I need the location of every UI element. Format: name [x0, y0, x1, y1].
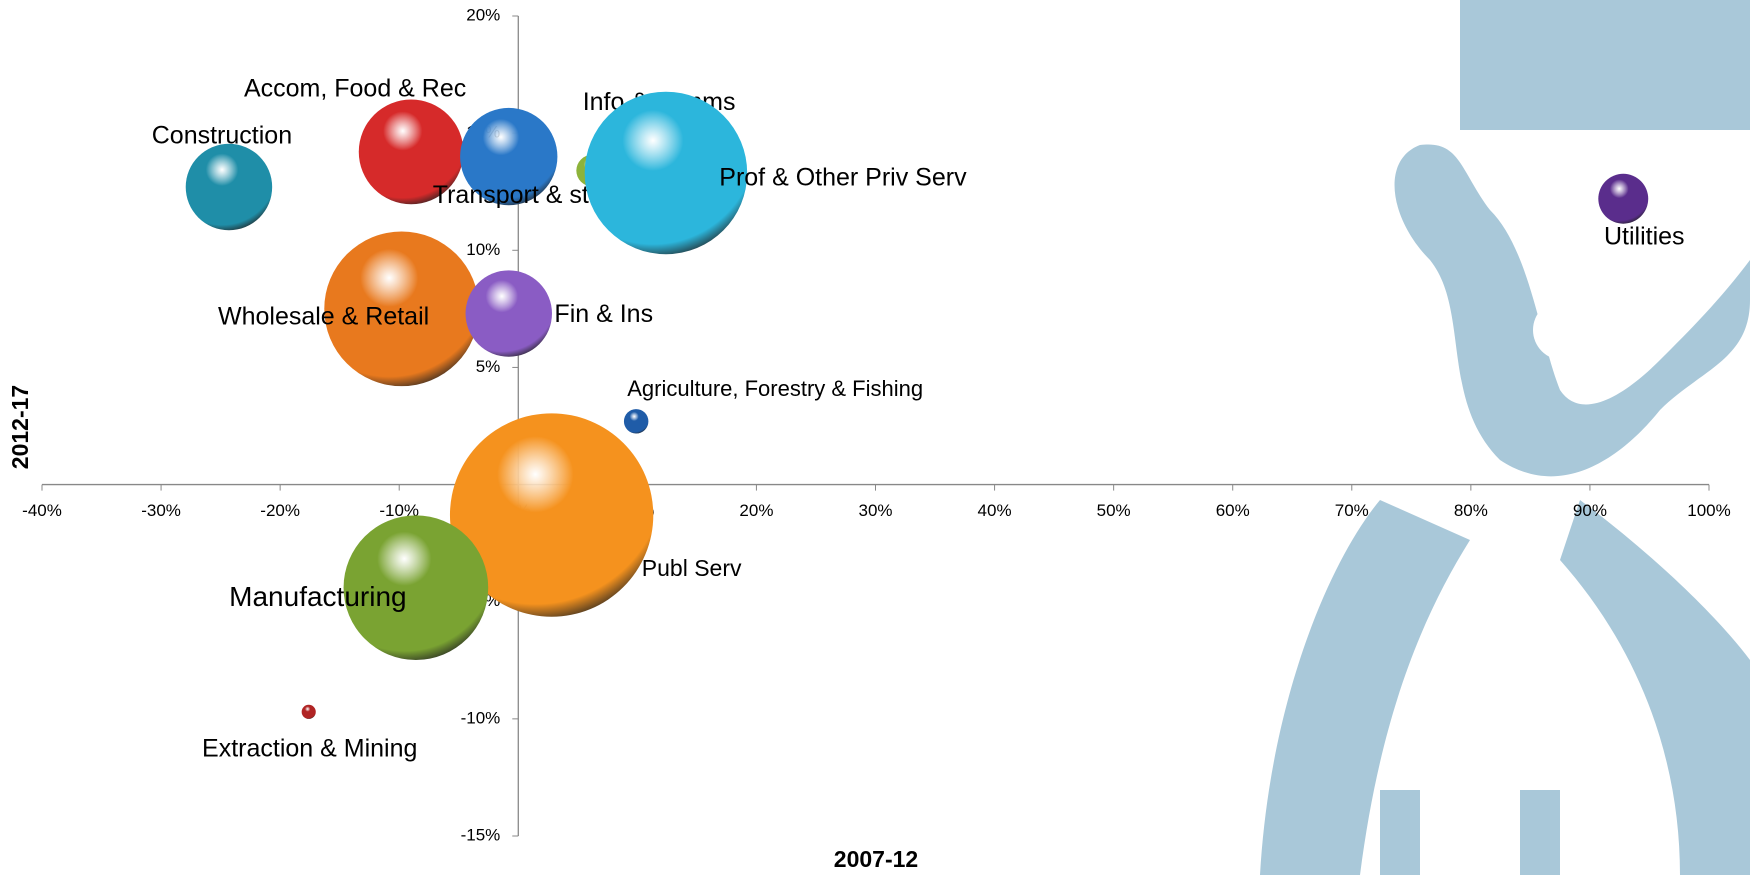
y-axis-title: 2012-17	[7, 385, 33, 469]
bubble	[343, 515, 489, 660]
bubble	[460, 107, 558, 206]
x-tick-label: 80%	[1454, 501, 1488, 520]
bubble	[358, 99, 464, 205]
bubble	[449, 413, 654, 617]
y-tick-label: -15%	[461, 825, 501, 844]
y-tick-label: 10%	[466, 240, 500, 259]
bubble-label: Prof & Other Priv Serv	[719, 164, 967, 192]
y-tick-label: 5%	[476, 357, 501, 376]
bubble-label: Construction	[152, 122, 292, 150]
bubble-label: Manufacturing	[229, 581, 406, 612]
bubble-label: Accom, Food & Rec	[244, 74, 466, 102]
bubble	[623, 409, 649, 434]
bubble	[465, 270, 552, 357]
x-tick-label: 70%	[1335, 501, 1369, 520]
x-tick-label: 90%	[1573, 501, 1607, 520]
background-owl	[1260, 0, 1750, 875]
x-tick-label: 60%	[1216, 501, 1250, 520]
x-tick-label: -20%	[260, 501, 300, 520]
bubble-label: Wholesale & Retail	[218, 302, 429, 330]
x-axis-title: 2007-12	[834, 846, 918, 872]
x-tick-label: -30%	[141, 501, 181, 520]
x-tick-label: 40%	[978, 501, 1012, 520]
y-tick-label: -10%	[461, 708, 501, 727]
x-tick-label: 100%	[1687, 501, 1730, 520]
bubble	[1598, 173, 1649, 224]
bubble	[324, 231, 479, 387]
bubble-label: Utilities	[1604, 222, 1685, 250]
x-tick-label: -10%	[379, 501, 419, 520]
bubble	[185, 143, 273, 231]
x-tick-label: -40%	[22, 501, 62, 520]
y-tick-label: 20%	[466, 5, 500, 24]
bubble-label: Publ Serv	[642, 555, 742, 581]
x-tick-label: 30%	[858, 501, 892, 520]
bubble	[301, 704, 316, 719]
x-tick-label: 20%	[739, 501, 773, 520]
bubble-label: Fin & Ins	[554, 300, 653, 328]
bubble	[584, 91, 748, 255]
bubble-label: Agriculture, Forestry & Fishing	[627, 376, 923, 401]
bubble-label: Extraction & Mining	[202, 734, 417, 762]
x-tick-label: 50%	[1097, 501, 1131, 520]
